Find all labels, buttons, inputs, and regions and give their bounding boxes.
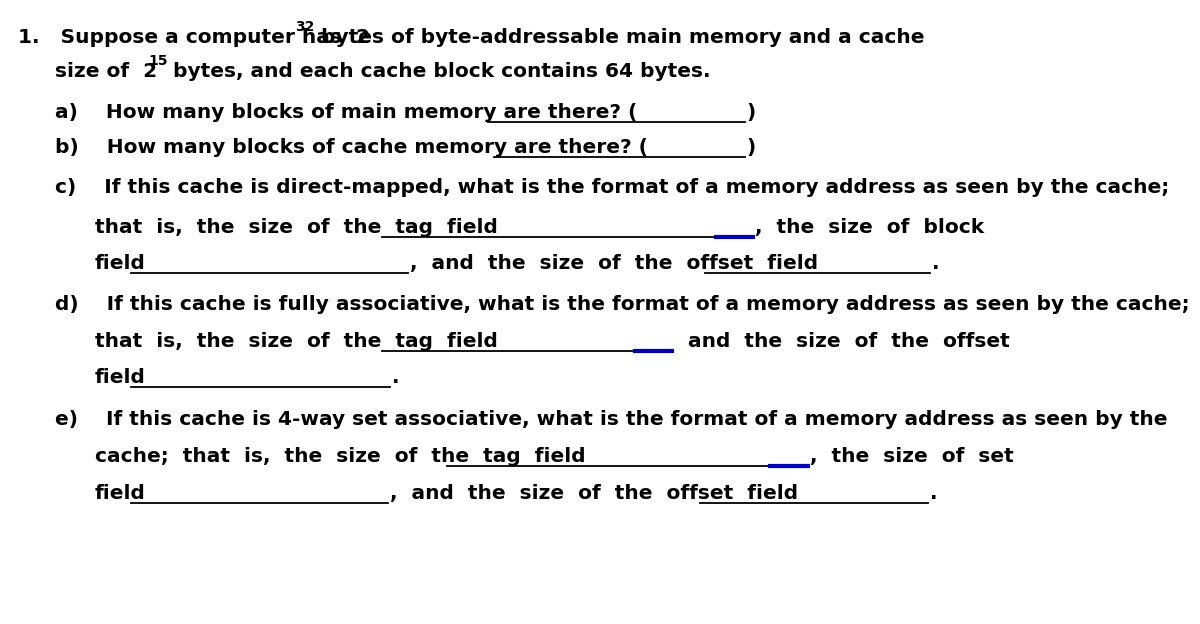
Text: 15: 15: [148, 54, 168, 68]
Text: field: field: [95, 254, 146, 273]
Text: c)    If this cache is direct-mapped, what is the format of a memory address as : c) If this cache is direct-mapped, what …: [55, 178, 1169, 197]
Text: ,  the  size  of  block: , the size of block: [755, 218, 984, 237]
Text: d)    If this cache is fully associative, what is the format of a memory address: d) If this cache is fully associative, w…: [55, 295, 1189, 314]
Text: 1.   Suppose a computer has  2: 1. Suppose a computer has 2: [18, 28, 370, 47]
Text: that  is,  the  size  of  the  tag  field: that is, the size of the tag field: [95, 218, 498, 237]
Text: b)    How many blocks of cache memory are there? (: b) How many blocks of cache memory are t…: [55, 138, 648, 157]
Text: bytes, and each cache block contains 64 bytes.: bytes, and each cache block contains 64 …: [166, 62, 710, 81]
Text: that  is,  the  size  of  the  tag  field: that is, the size of the tag field: [95, 332, 498, 351]
Text: field: field: [95, 368, 146, 387]
Text: .: .: [932, 254, 940, 273]
Text: size of  2: size of 2: [55, 62, 157, 81]
Text: bytes of byte-addressable main memory and a cache: bytes of byte-addressable main memory an…: [314, 28, 924, 47]
Text: .: .: [930, 484, 937, 503]
Text: and  the  size  of  the  offset: and the size of the offset: [674, 332, 1009, 351]
Text: a)    How many blocks of main memory are there? (: a) How many blocks of main memory are th…: [55, 103, 637, 122]
Text: e)    If this cache is 4-way set associative, what is the format of a memory add: e) If this cache is 4-way set associativ…: [55, 410, 1168, 429]
Text: ): ): [746, 138, 755, 157]
Text: ,  the  size  of  set: , the size of set: [810, 447, 1014, 466]
Text: ): ): [746, 103, 755, 122]
Text: 32: 32: [295, 20, 314, 34]
Text: cache;  that  is,  the  size  of  the  tag  field: cache; that is, the size of the tag fiel…: [95, 447, 586, 466]
Text: field: field: [95, 484, 146, 503]
Text: .: .: [392, 368, 400, 387]
Text: ,  and  the  size  of  the  offset  field: , and the size of the offset field: [410, 254, 818, 273]
Text: ,  and  the  size  of  the  offset  field: , and the size of the offset field: [390, 484, 798, 503]
